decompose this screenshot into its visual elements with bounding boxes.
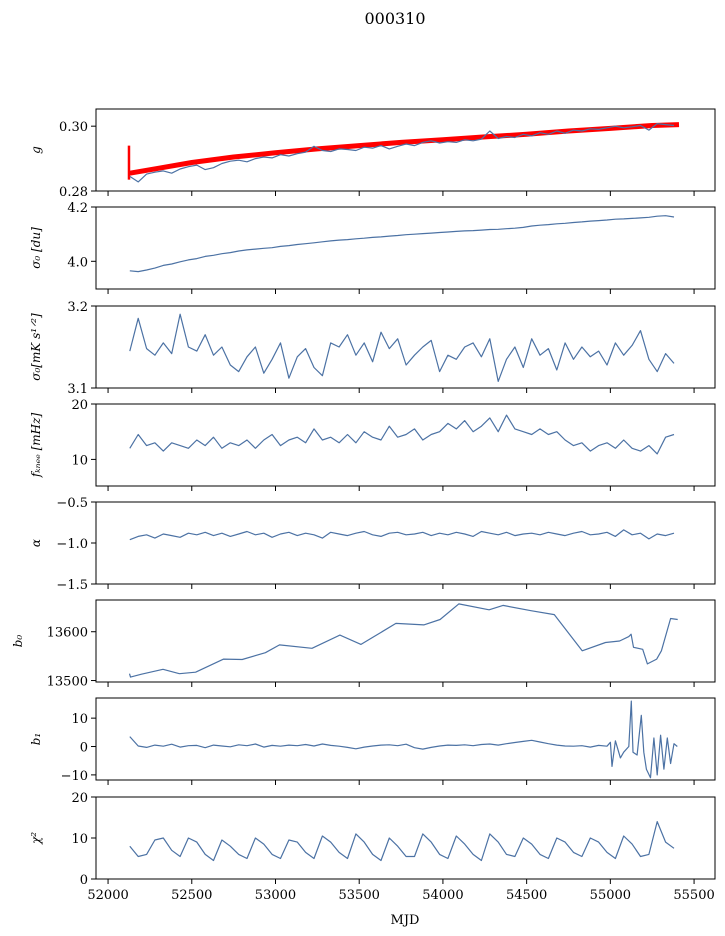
y-tick-label: −1.0	[56, 537, 88, 552]
y-axis-label-fknee: fₖₙₑₑ [mHz]	[29, 413, 43, 479]
series-g-model	[129, 122, 680, 176]
y-tick-label: 13500	[47, 675, 88, 690]
axes-frame	[95, 697, 716, 781]
subplot-sigma0-du: 4.0 4.2 σ₀ [du]	[29, 201, 716, 294]
y-axis-label-g: g	[29, 146, 43, 154]
y-tick-label: 13600	[47, 626, 88, 641]
chart-title: 000310	[364, 9, 425, 28]
subplot-fknee: 10 20 fₖₙₑₑ [mHz]	[29, 398, 716, 491]
subplot-chi2: 0 10 20 52000 52500 53000 53500 54000 54500 55000…	[29, 791, 716, 903]
series-g	[129, 123, 675, 183]
axes-frame	[95, 305, 716, 389]
y-tick-label: 20	[71, 398, 88, 413]
y-tick-label: 10	[71, 712, 88, 727]
subplot-sigma0-mk: 3.1 3.2 σ₀[mK s¹ᐟ²]	[29, 300, 716, 397]
x-tick-label: 53000	[255, 888, 296, 903]
x-axis-label: MJD	[391, 913, 420, 928]
subplots: 0.28 0.30 g 4.0 4.2 σ₀ [du] 3.1 3.2 σ₀[mK s¹ᐟ²] 1…	[11, 108, 716, 903]
y-axis-label-b0: b₀	[11, 635, 25, 648]
y-tick-label: −0.5	[56, 496, 88, 511]
y-tick-label: 0.30	[59, 120, 88, 135]
axes-frame	[95, 501, 716, 585]
x-tick-label: 53500	[339, 888, 380, 903]
x-tick-label: 54000	[422, 888, 463, 903]
y-tick-label: −1.5	[56, 578, 88, 593]
y-tick-label: 20	[71, 791, 88, 806]
x-tick-label: 52500	[171, 888, 212, 903]
series-chi2	[129, 821, 675, 862]
x-tick-label: 54500	[506, 888, 547, 903]
axes-frame	[95, 206, 716, 290]
y-tick-label: 3.1	[67, 382, 88, 397]
y-tick-label: 3.2	[67, 300, 88, 315]
subplot-b1: −10 0 10 b₁	[29, 697, 716, 785]
axes-frame	[95, 403, 716, 487]
y-tick-label: 0	[80, 873, 88, 888]
x-tick-label: 55000	[590, 888, 631, 903]
subplot-g: 0.28 0.30 g	[29, 108, 716, 200]
y-tick-label: 4.0	[67, 255, 88, 270]
series-b0	[128, 603, 678, 678]
y-axis-label-alpha: α	[29, 539, 43, 547]
y-axis-label-b1: b₁	[29, 733, 43, 746]
series-sigma0-du	[129, 215, 675, 273]
y-tick-label: 0.28	[59, 185, 88, 200]
y-axis-label-sigma0-mk: σ₀[mK s¹ᐟ²]	[29, 313, 43, 381]
y-tick-label: 4.2	[67, 201, 88, 216]
y-axis-label-chi2: χ²	[29, 832, 43, 845]
series-sigma0-mk	[129, 313, 675, 382]
y-tick-label: 10	[71, 832, 88, 847]
subplot-alpha: −1.5 −1.0 −0.5 α	[29, 496, 716, 593]
y-axis-label-sigma0-du: σ₀ [du]	[29, 227, 43, 269]
series-b1	[129, 700, 678, 779]
x-tick-label: 55500	[673, 888, 714, 903]
axes-frame	[95, 108, 716, 192]
y-tick-label: 10	[71, 453, 88, 468]
subplot-b0: 13500 13600 b₀	[11, 599, 716, 690]
x-tick-label: 52000	[87, 888, 128, 903]
y-tick-label: 0	[80, 741, 88, 756]
y-tick-label: −10	[61, 769, 88, 784]
series-fknee	[129, 414, 675, 455]
series-alpha	[129, 529, 675, 541]
axes-frame	[95, 599, 716, 683]
